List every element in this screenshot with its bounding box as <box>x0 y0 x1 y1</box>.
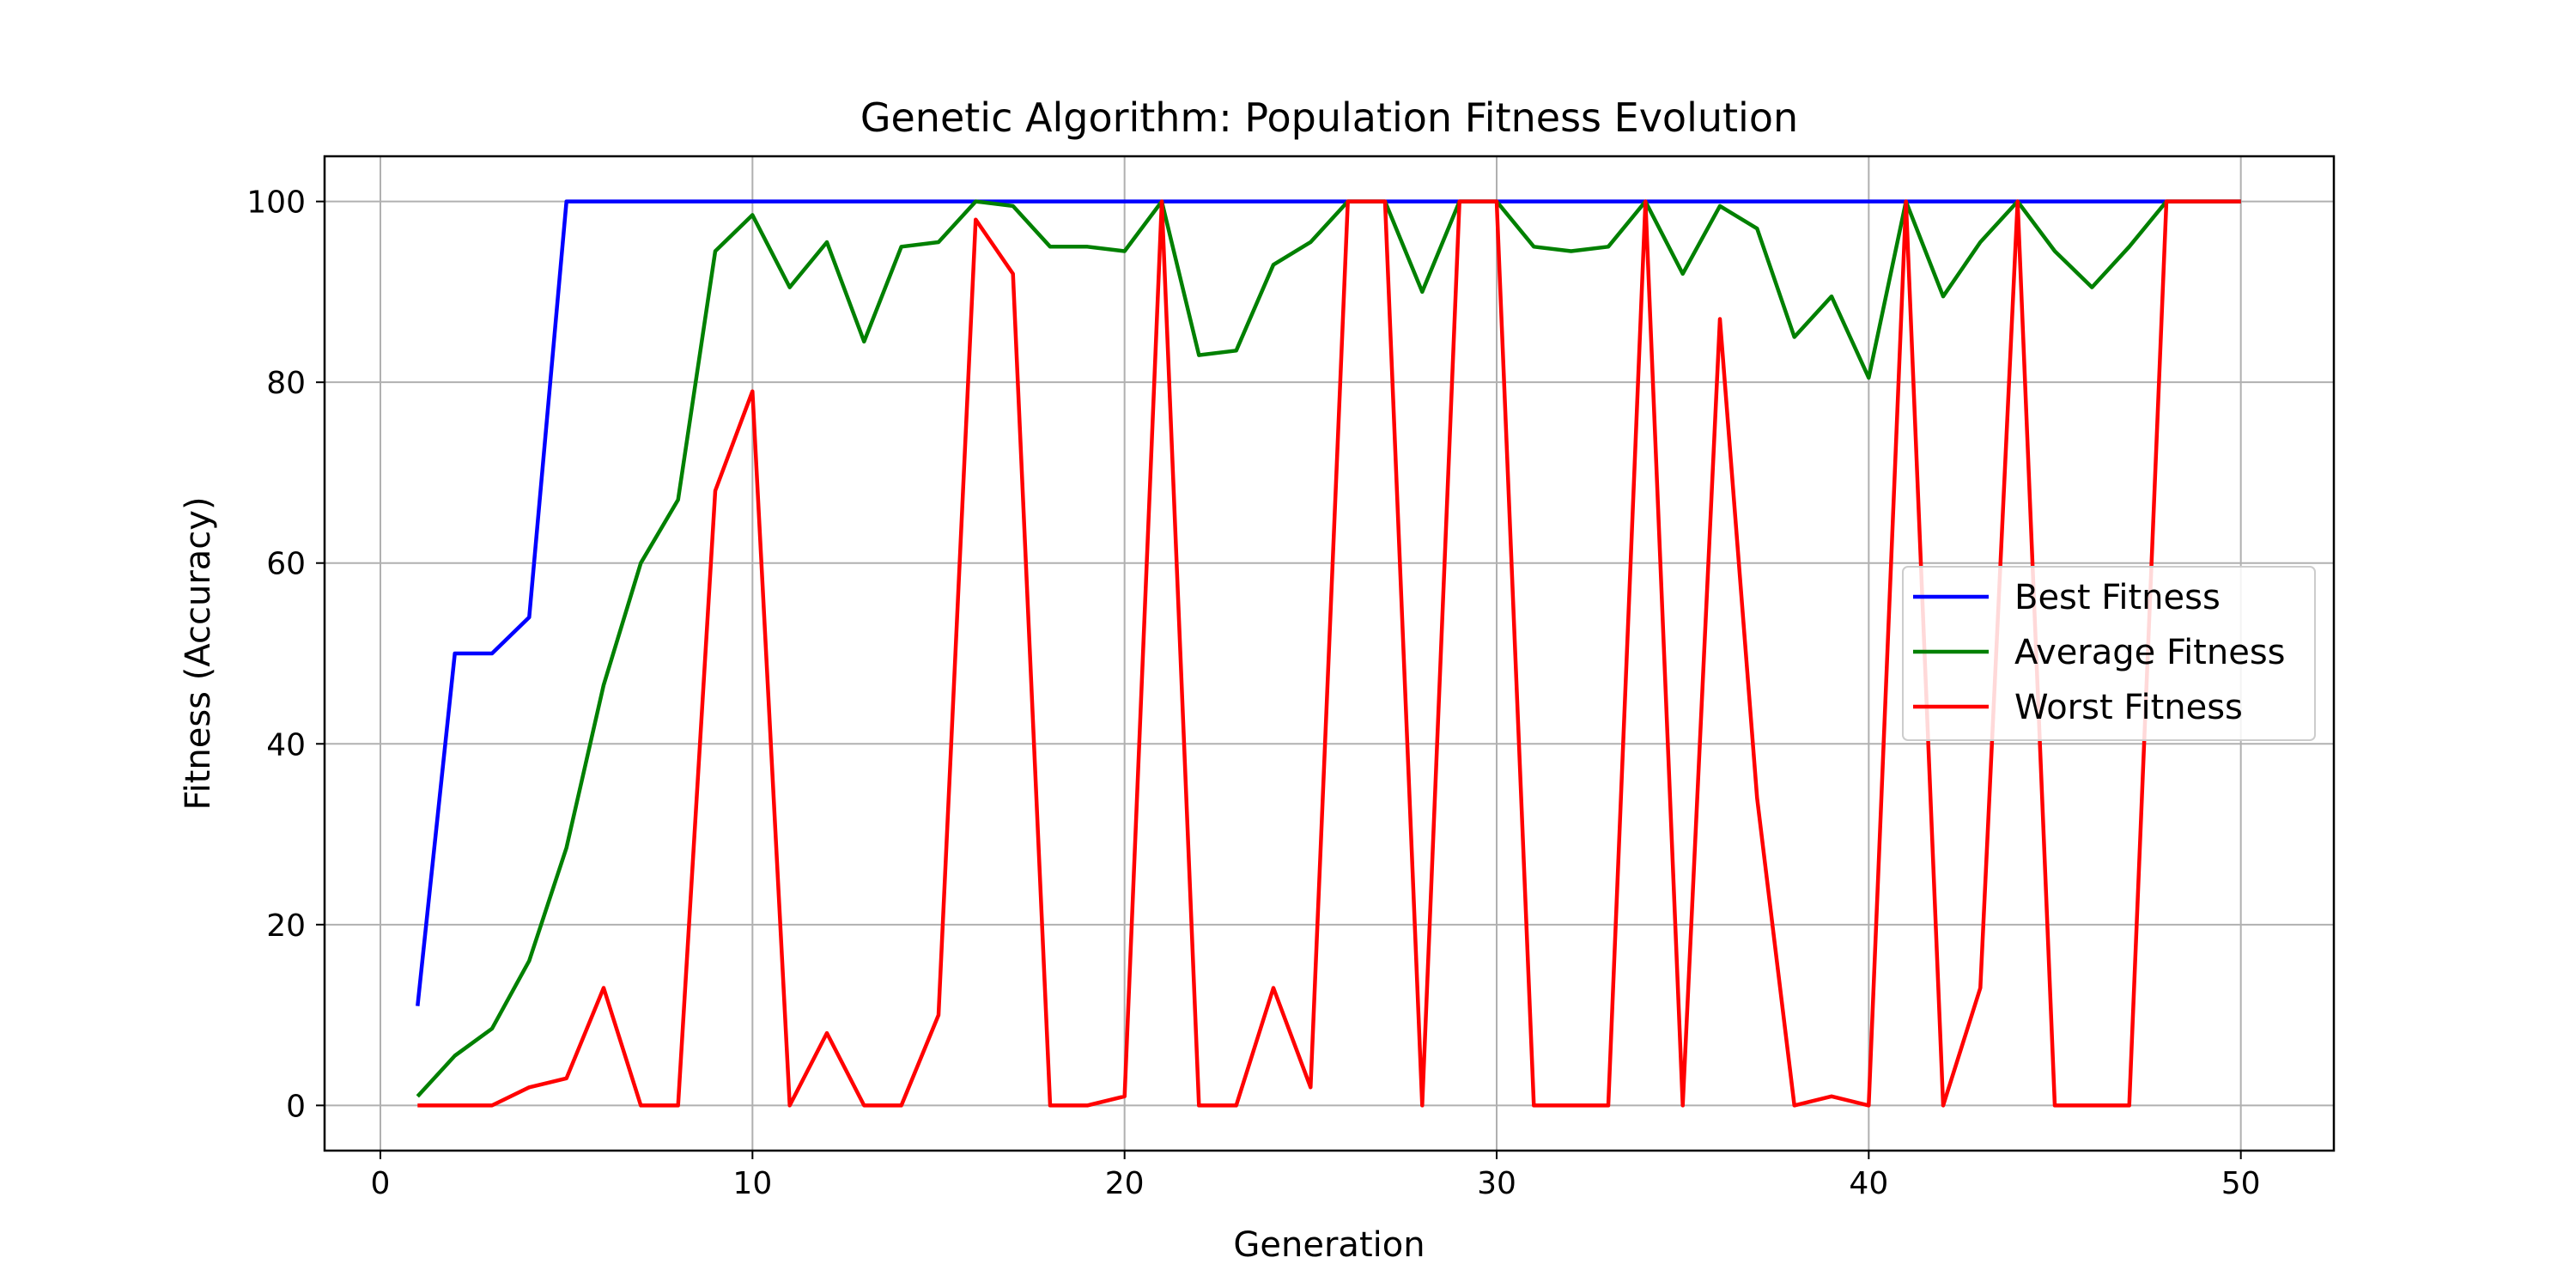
axis-ticks: 0 10 20 30 40 50 0 20 40 60 80 100 <box>246 185 2260 1201</box>
legend-label: Best Fitness <box>2014 578 2221 617</box>
y-tick-label: 40 <box>266 727 306 762</box>
y-tick-label: 80 <box>266 366 306 401</box>
x-tick-label: 30 <box>1477 1166 1516 1201</box>
y-tick-label: 100 <box>246 185 306 221</box>
legend-box <box>1902 566 2316 741</box>
y-tick-label: 0 <box>286 1089 306 1124</box>
legend: Best Fitness Average Fitness Worst Fitness <box>1902 566 2316 741</box>
x-axis-label: Generation <box>1233 1225 1425 1265</box>
x-tick-label: 10 <box>732 1166 772 1201</box>
series-line-worst-fitness <box>417 199 2241 1108</box>
y-tick-label: 60 <box>266 547 306 582</box>
chart-title: Genetic Algorithm: Population Fitness Ev… <box>860 94 1798 141</box>
x-tick-label: 40 <box>1849 1166 1888 1201</box>
legend-label: Average Fitness <box>2014 633 2286 672</box>
x-tick-label: 0 <box>371 1166 391 1201</box>
x-tick-label: 50 <box>2221 1166 2261 1201</box>
series-line-average-fitness <box>416 199 2241 1098</box>
y-axis-label: Fitness (Accuracy) <box>179 496 218 810</box>
y-tick-label: 20 <box>266 908 306 944</box>
plot-frame <box>323 155 2336 1152</box>
x-tick-label: 20 <box>1105 1166 1145 1201</box>
series-lines <box>416 199 2241 1108</box>
legend-label: Worst Fitness <box>2014 688 2243 727</box>
series-line-best-fitness <box>416 199 2241 1006</box>
